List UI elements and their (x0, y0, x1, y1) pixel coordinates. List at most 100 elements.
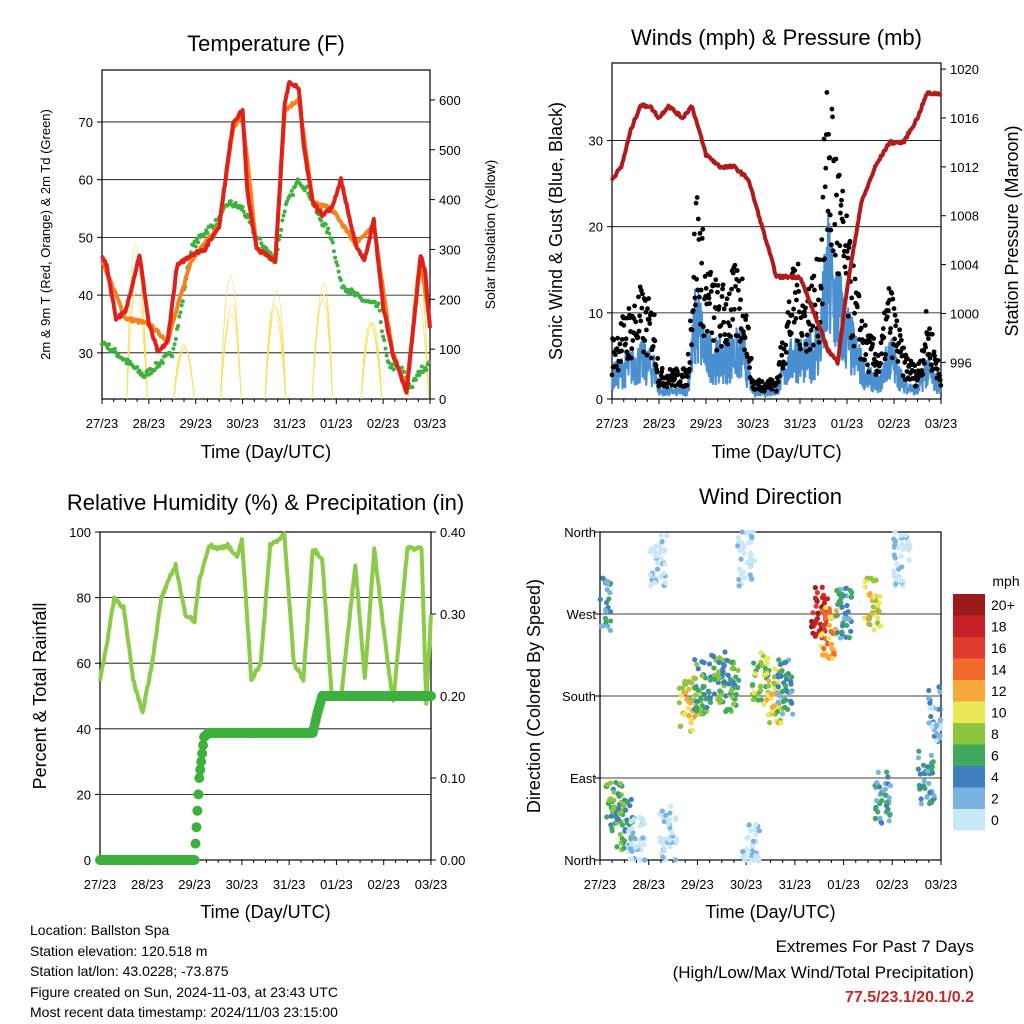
wind-direction-point (711, 654, 717, 660)
gust-point (811, 273, 817, 279)
wind-direction-point (924, 768, 931, 774)
y-tick-label: North (564, 853, 596, 868)
wind-direction-point (742, 857, 748, 863)
dewpoint-point (295, 177, 300, 182)
wind-direction-point (611, 789, 617, 795)
wind-direction-point (765, 712, 771, 718)
dewpoint-point (305, 184, 309, 189)
gust-point (645, 306, 650, 312)
precip-point (190, 838, 201, 849)
wind-direction-point (768, 696, 774, 702)
wind-direction-point (819, 595, 826, 601)
wind-direction-point (598, 623, 604, 629)
panel-title: Relative Humidity (%) & Precipitation (i… (67, 490, 464, 515)
wind-direction-point (771, 680, 777, 686)
gust-point (721, 319, 727, 325)
x-tick-label: 28/23 (643, 416, 676, 431)
wind-direction-point (688, 719, 694, 725)
gust-point (878, 340, 884, 346)
gust-point (792, 268, 798, 273)
gust-point (801, 309, 807, 315)
y-axis-label: 2m & 9m T (Red, Orange) & 2m Td (Green) (38, 109, 53, 360)
wind-direction-point (607, 609, 614, 615)
wind-direction-point (758, 659, 764, 665)
x-tick-label: 01/23 (831, 416, 864, 431)
dewpoint-point (426, 360, 431, 365)
x-tick-label: 03/23 (415, 877, 448, 892)
gust-point (812, 287, 817, 293)
gust-point (644, 352, 650, 358)
gust-point (783, 342, 789, 348)
dewpoint-point (376, 301, 381, 306)
wind-direction-point (606, 596, 612, 602)
x-tick-label: 31/23 (273, 877, 306, 892)
dewpoint-point (176, 323, 181, 328)
wind-direction-point (764, 671, 770, 677)
wind-direction-point (686, 699, 692, 705)
precip-point (198, 740, 209, 751)
gust-point (623, 341, 628, 347)
wind-direction-point (604, 581, 611, 587)
gust-point (885, 308, 891, 313)
wind-direction-point (629, 856, 635, 862)
gust-point (879, 351, 884, 357)
gust-point (903, 352, 909, 358)
dewpoint-point (424, 367, 429, 372)
gust-point (836, 172, 842, 178)
location-text: Location: Ballston Spa (30, 922, 170, 938)
wind-direction-point (814, 590, 820, 596)
wind-direction-point (892, 542, 898, 548)
gust-point (639, 305, 645, 311)
wind-direction-point (884, 769, 890, 775)
gust-point (738, 297, 743, 303)
wind-direction-point (700, 684, 706, 691)
dewpoint-point (241, 209, 246, 214)
gust-point (779, 340, 785, 346)
dewpoint-point (180, 299, 185, 304)
gust-point (888, 326, 894, 331)
wind-direction-point (776, 657, 782, 663)
gust-point (712, 282, 718, 288)
wind-direction-point (724, 657, 730, 663)
colorbar-swatch (953, 594, 985, 616)
wind-direction-point (686, 713, 692, 719)
wind-direction-point (663, 812, 669, 818)
wind-direction-point (711, 665, 717, 671)
wind-direction-point (729, 694, 736, 700)
y-tick-label: 30 (79, 346, 93, 361)
gust-point (614, 363, 619, 369)
wind-direction-point (758, 650, 764, 656)
wind-direction-point (899, 578, 905, 584)
gust-point (693, 200, 699, 206)
gust-point (882, 356, 888, 362)
gust-point (699, 235, 705, 241)
wind-direction-point (921, 778, 927, 784)
wind-direction-point (667, 843, 673, 850)
wind-direction-point (771, 703, 777, 709)
dewpoint-point (387, 360, 391, 365)
gust-point (930, 366, 936, 372)
gust-point (926, 336, 931, 342)
gust-point (924, 331, 930, 337)
dewpoint-point (331, 249, 336, 254)
gust-point (937, 377, 943, 383)
station-info: Location: Ballston Spa Station elevation… (30, 920, 338, 1023)
gust-point (699, 260, 705, 266)
wind-direction-point (884, 799, 890, 805)
gust-point (851, 343, 857, 349)
gust-point (640, 291, 645, 297)
wind-direction-point (926, 780, 932, 787)
wind-direction-point (892, 555, 898, 561)
gust-point (818, 285, 824, 291)
x-axis-label: Time (Day/UTC) (200, 902, 330, 922)
wind-direction-point (755, 664, 761, 670)
wind-direction-point (772, 666, 778, 672)
x-tick-label: 27/23 (584, 877, 617, 892)
y-right-axis-label: Station Pressure (Maroon) (1002, 125, 1022, 336)
dewpoint-point (285, 199, 290, 204)
gust-point (706, 295, 712, 301)
gust-point (935, 366, 940, 372)
y-right-tick-label: 200 (439, 292, 461, 307)
wind-direction-point (926, 695, 932, 701)
wind-direction-point (766, 683, 772, 689)
